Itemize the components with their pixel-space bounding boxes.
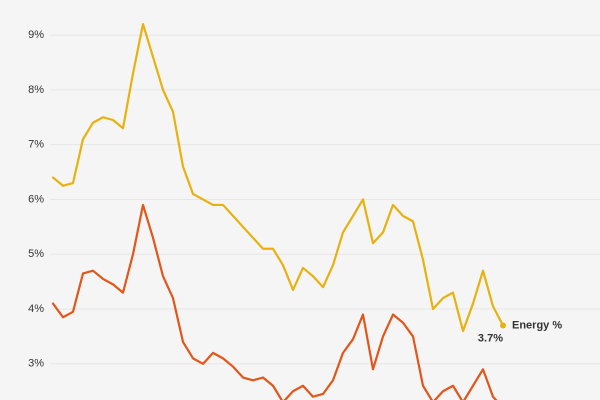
series-label: Energy % [512,319,562,331]
end-marker [500,322,506,329]
y-tick-label: 8% [28,84,44,96]
series-line [51,23,505,333]
y-tick-label: 3% [28,358,44,370]
y-tick-label: 9% [28,29,44,41]
y-tick-label: 5% [28,248,44,260]
value-label: 3.7% [478,332,503,344]
y-tick-label: 6% [28,193,44,205]
y-tick-label: 7% [28,139,44,151]
y-tick-label: 4% [28,303,44,315]
series-line [51,203,498,400]
